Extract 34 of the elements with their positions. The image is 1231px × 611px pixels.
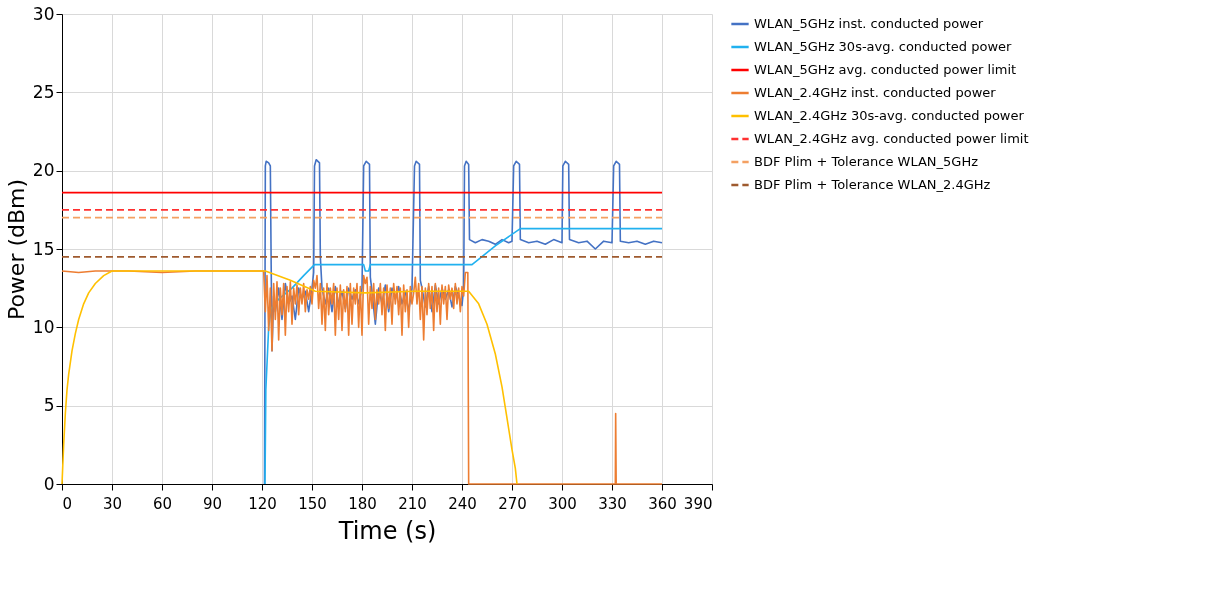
y-tick-label: 0 (43, 473, 55, 494)
x-tick-label: 330 (598, 494, 627, 513)
x-tick-label: 120 (248, 494, 277, 513)
legend-label: BDF Plim + Tolerance WLAN_5GHz (754, 154, 979, 169)
x-tick-label: 60 (152, 494, 173, 513)
x-tick-label: 360 (648, 494, 677, 513)
line-series (61, 270, 518, 485)
y-tick-label: 5 (43, 395, 55, 416)
x-tick-label: 300 (548, 494, 577, 513)
legend-label: WLAN_5GHz 30s-avg. conducted power (754, 39, 1013, 54)
legend-label: WLAN_5GHz inst. conducted power (754, 16, 984, 31)
x-axis-title: Time (s) (337, 516, 437, 545)
legend-label: WLAN_2.4GHz inst. conducted power (754, 85, 997, 100)
line-series (264, 227, 663, 485)
legend-label: WLAN_2.4GHz avg. conducted power limit (754, 131, 1029, 146)
x-tick-label: 0 (62, 494, 73, 513)
y-tick-label: 10 (32, 316, 55, 337)
x-tick-label: 30 (102, 494, 123, 513)
legend-label: WLAN_2.4GHz 30s-avg. conducted power (754, 108, 1025, 123)
x-tick-label: 240 (448, 494, 477, 513)
x-tick-label: 90 (202, 494, 223, 513)
x-tick-label: 390 (683, 494, 713, 513)
y-tick-label: 30 (32, 3, 55, 24)
x-tick-label: 270 (498, 494, 527, 513)
y-tick-label: 20 (32, 160, 55, 181)
x-tick-label: 180 (348, 494, 377, 513)
y-tick-label: 15 (32, 238, 55, 259)
x-tick-label: 210 (398, 494, 427, 513)
y-axis-title: Power (dBm) (3, 178, 29, 321)
line-series (61, 270, 663, 485)
y-tick-label: 25 (32, 81, 55, 102)
legend-label: WLAN_5GHz avg. conducted power limit (754, 62, 1017, 77)
legend-label: BDF Plim + Tolerance WLAN_2.4GHz (754, 177, 991, 192)
x-tick-label: 150 (298, 494, 327, 513)
